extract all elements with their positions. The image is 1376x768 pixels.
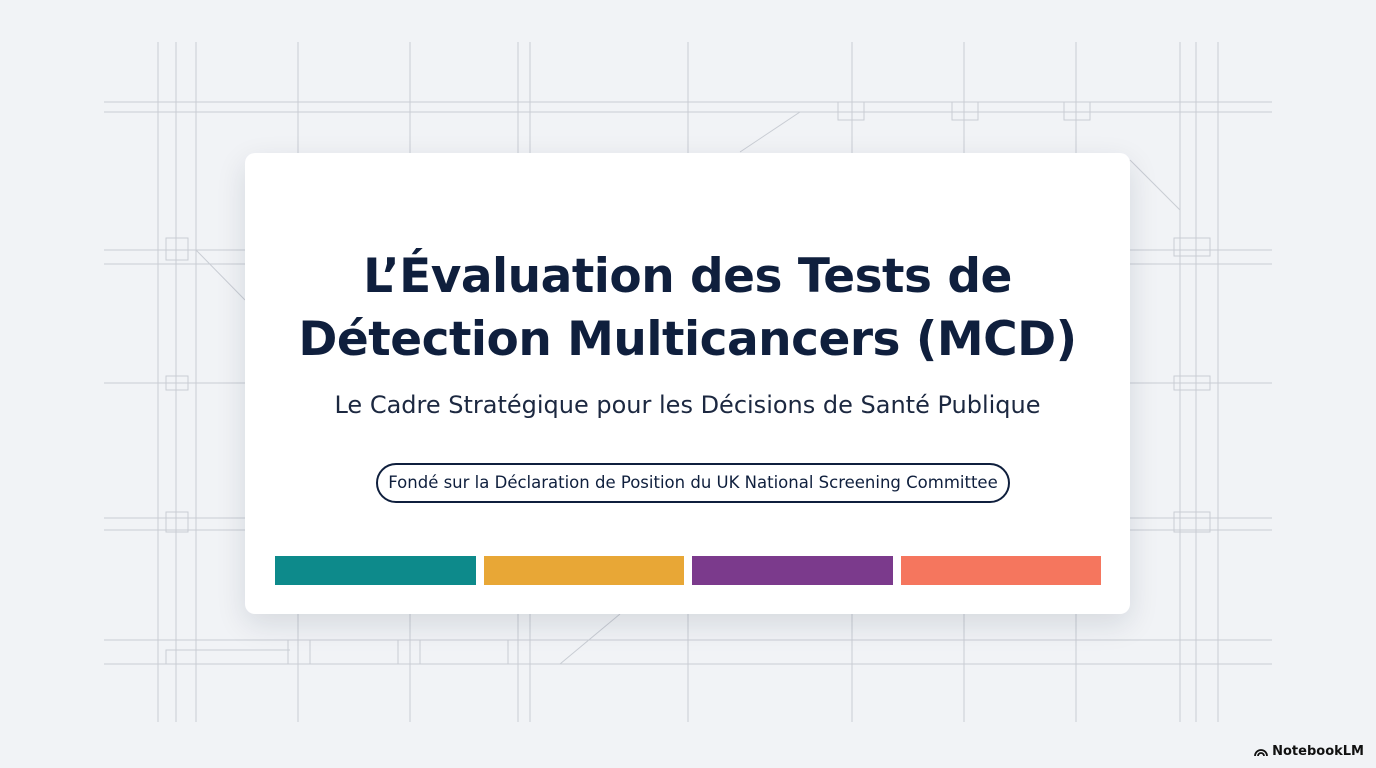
color-bar xyxy=(275,556,476,585)
source-badge: Fondé sur la Déclaration de Position du … xyxy=(376,463,1010,503)
color-bar xyxy=(692,556,893,585)
title-card: L’Évaluation des Tests de Détection Mult… xyxy=(245,153,1130,614)
title-line: Détection Multicancers (MCD) xyxy=(298,312,1077,367)
color-bars xyxy=(275,556,1101,585)
watermark: NotebookLM xyxy=(1254,744,1364,759)
color-bar xyxy=(483,556,684,585)
title-line: L’Évaluation des Tests de xyxy=(363,249,1012,304)
watermark-text: NotebookLM xyxy=(1272,744,1364,759)
title: L’Évaluation des Tests de Détection Mult… xyxy=(245,245,1130,371)
color-bar xyxy=(900,556,1101,585)
watermark-icon xyxy=(1254,748,1269,756)
subtitle: Le Cadre Stratégique pour les Décisions … xyxy=(334,391,1041,419)
